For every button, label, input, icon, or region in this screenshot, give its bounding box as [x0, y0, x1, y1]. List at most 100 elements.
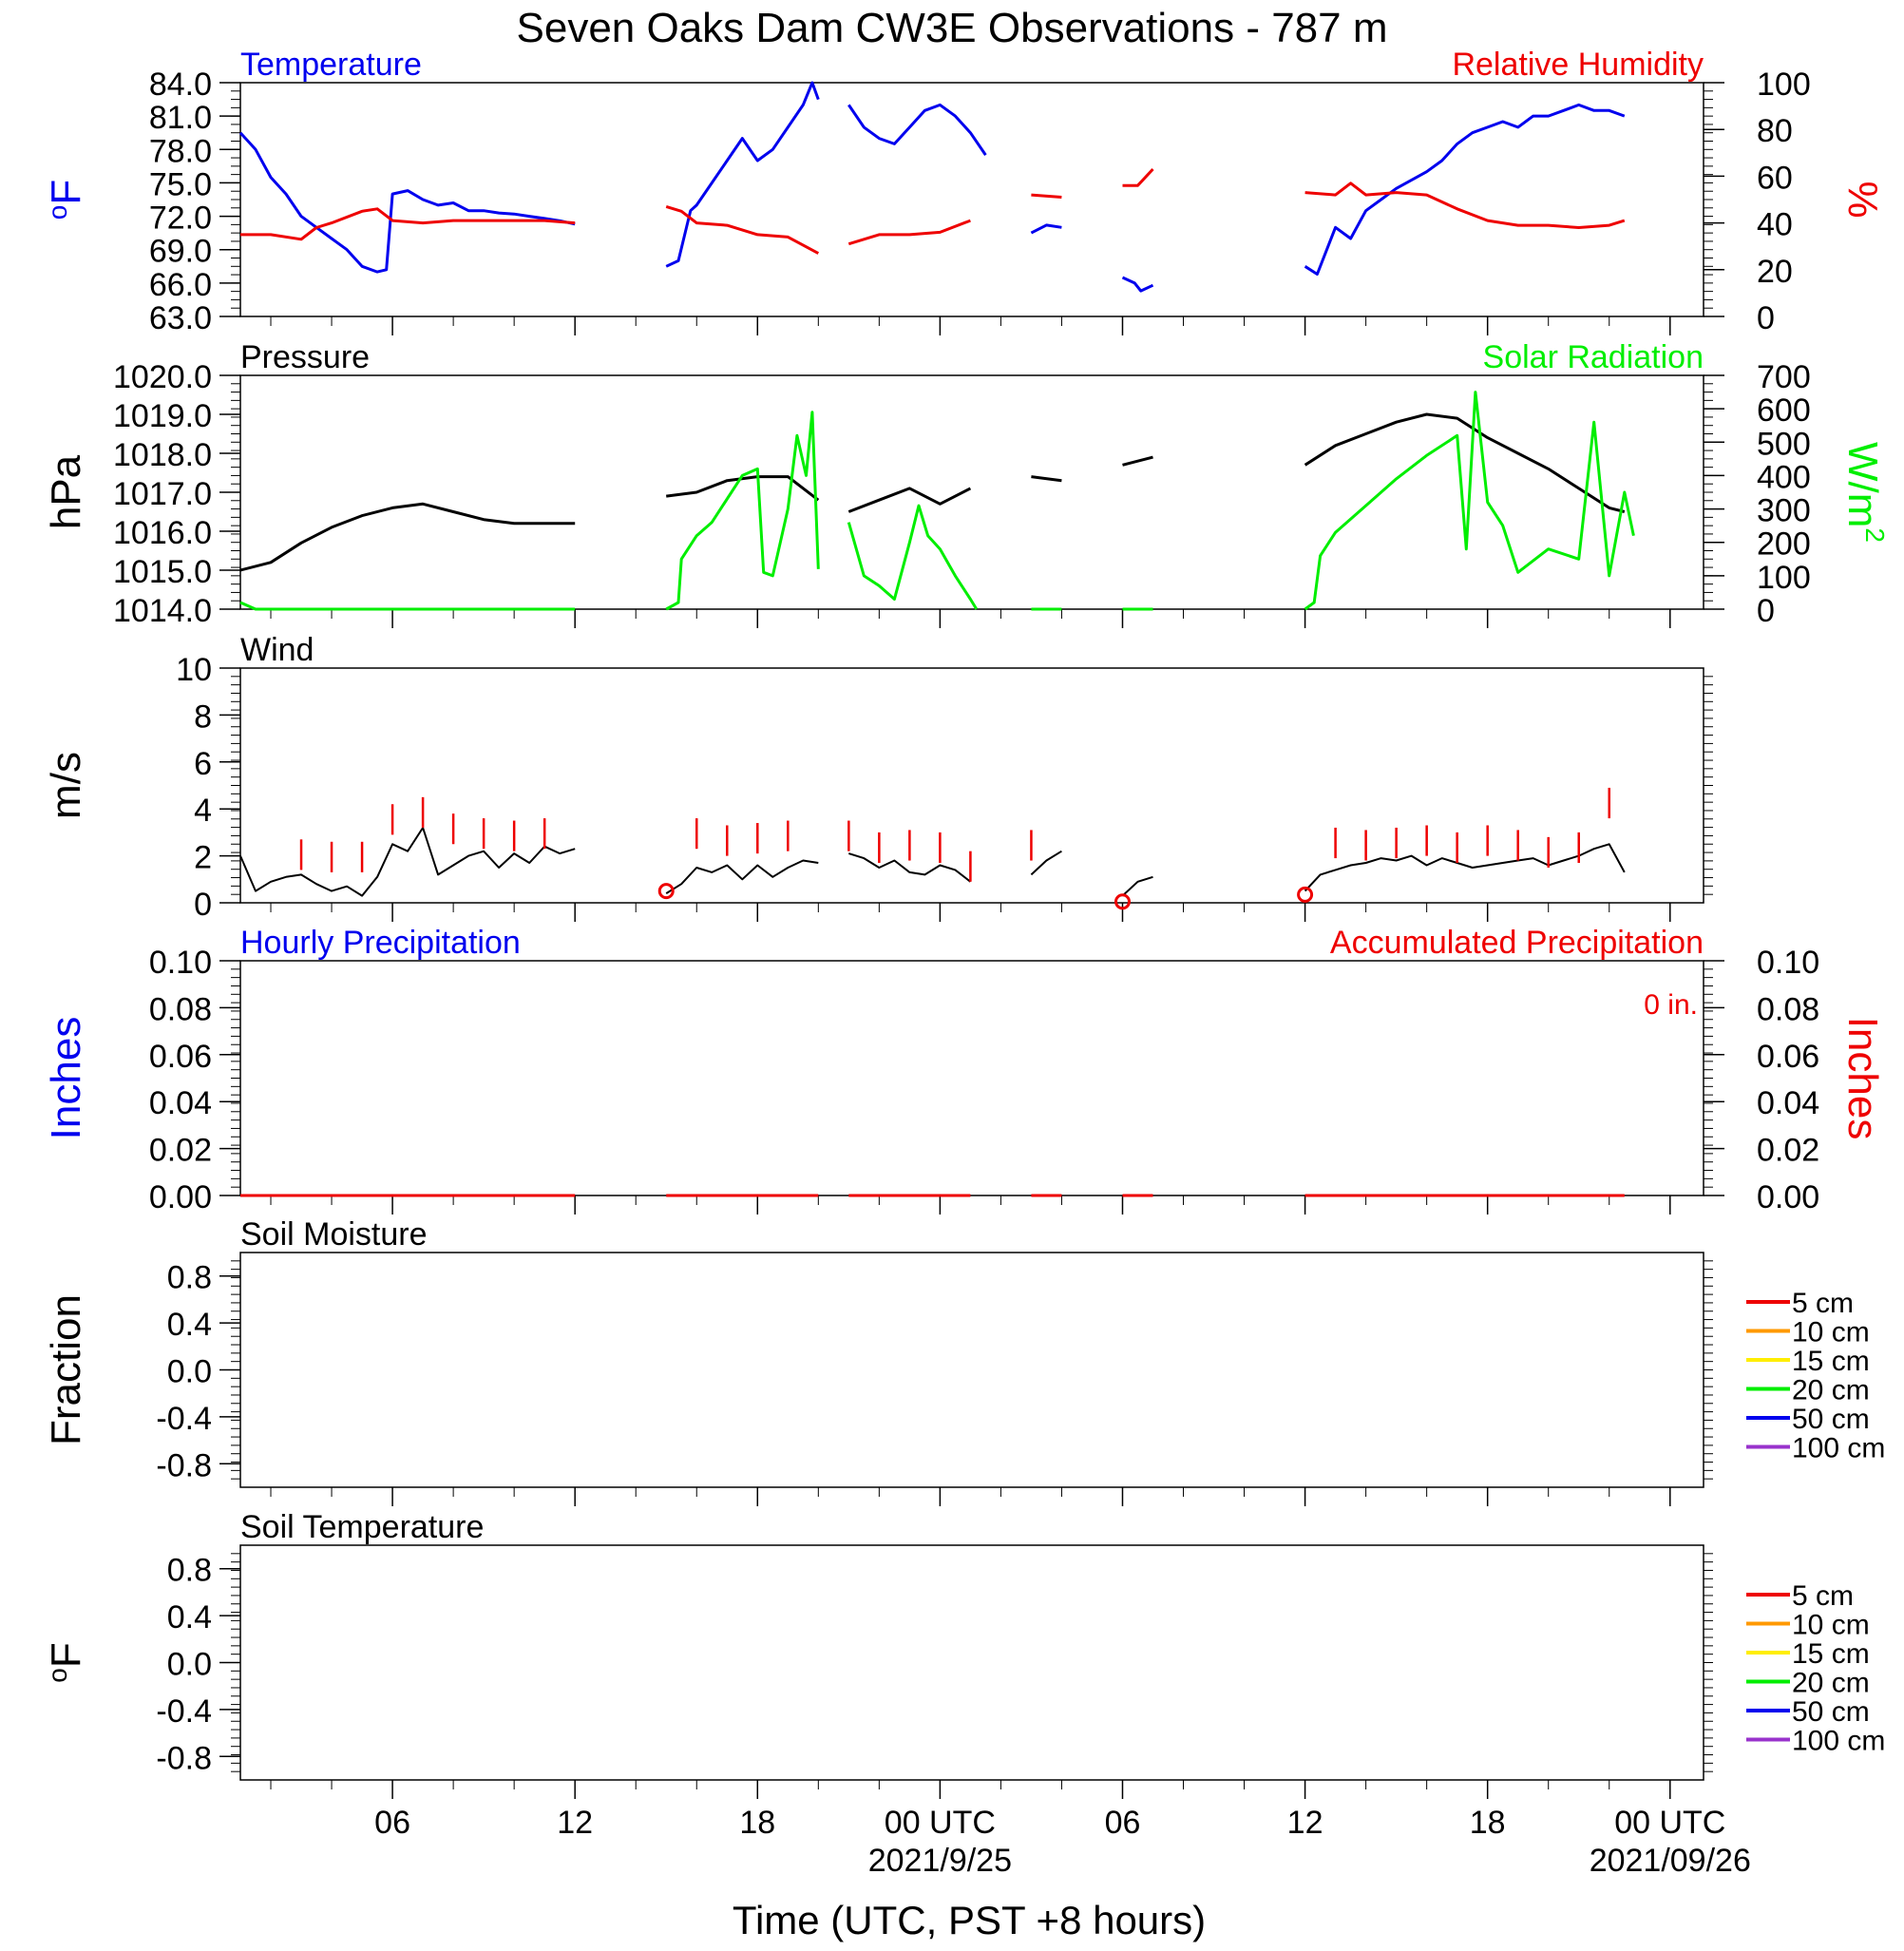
y-axis-label-left: m/s	[43, 752, 89, 819]
unit-letter: F	[43, 180, 89, 205]
series-line-pressure	[847, 487, 972, 513]
y-tick-label-left: 81.0	[149, 100, 212, 136]
series-line-wind	[1030, 850, 1062, 876]
series-line-pressure	[1304, 412, 1626, 513]
legend-label: 20 cm	[1792, 1668, 1870, 1699]
y-tick-label-right: 20	[1757, 254, 1793, 290]
series-line-solar	[847, 504, 979, 610]
y-tick-label-right: 100	[1757, 67, 1811, 103]
series-line-humidity	[1122, 167, 1154, 187]
y-tick-label-left: 4	[194, 793, 212, 829]
panel-title-left: Hourly Precipitation	[240, 925, 521, 961]
y-tick-label-right: 0	[1757, 593, 1775, 629]
series-line-humidity	[240, 207, 576, 241]
legend-label: 100 cm	[1792, 1433, 1885, 1464]
legend-label: 50 cm	[1792, 1696, 1870, 1728]
y-tick-label-left: 0.06	[149, 1039, 212, 1075]
y-tick-label-left: 8	[194, 698, 212, 735]
x-tick-label: 00 UTC	[1614, 1805, 1725, 1841]
y-tick-label-left: 0.00	[149, 1179, 212, 1215]
series-wind	[239, 827, 1626, 897]
y-tick-label-left: 75.0	[149, 166, 212, 202]
chart-title: Seven Oaks Dam CW3E Observations - 787 m	[517, 5, 1388, 51]
y-tick-label-right: 600	[1757, 392, 1811, 429]
y-axis-label-left: Inches	[43, 1017, 89, 1140]
panel-title-left: Pressure	[240, 339, 370, 375]
series-line-pressure	[239, 502, 576, 572]
series-line-wind	[1304, 843, 1626, 892]
series-line-pressure	[1031, 475, 1062, 483]
calm-marker	[1297, 886, 1314, 903]
x-tick-label: 12	[557, 1805, 593, 1841]
y-tick-label-right: 0.08	[1757, 991, 1819, 1027]
y-tick-label-left: 72.0	[149, 201, 212, 237]
y-tick-label-left: 1020.0	[113, 359, 212, 395]
y-tick-label-right: 0.00	[1757, 1179, 1819, 1215]
y-tick-label-left: 0.10	[149, 945, 212, 981]
unit-text: W/m	[1839, 442, 1886, 527]
y-axis-label-left: oF	[43, 180, 89, 220]
series-line-temperature	[665, 81, 820, 268]
y-tick-label-right: 0.02	[1757, 1133, 1819, 1169]
y-tick-label-left: 1017.0	[113, 476, 212, 512]
degree-sign: o	[43, 205, 72, 220]
x-tick-label: 06	[374, 1805, 410, 1841]
legend-label: 50 cm	[1792, 1404, 1870, 1435]
y-tick-label-left: -0.8	[156, 1447, 212, 1483]
x-tick-label: 06	[1105, 1805, 1141, 1841]
y-tick-label-left: 84.0	[149, 67, 212, 103]
legend-label: 10 cm	[1792, 1610, 1870, 1641]
series-pressure	[239, 412, 1626, 572]
y-tick-label-left: 69.0	[149, 234, 212, 270]
series-line-solar	[239, 601, 576, 611]
y-tick-label-left: 0.0	[167, 1354, 212, 1390]
legend-label: 5 cm	[1792, 1580, 1854, 1612]
plot-frame	[239, 667, 1704, 904]
y-axis-label-left: hPa	[43, 454, 89, 529]
series-line-wind	[239, 827, 576, 897]
x-axis-label: Time (UTC, PST +8 hours)	[733, 1898, 1206, 1942]
panel-title-left: Soil Moisture	[240, 1216, 428, 1253]
unit-superscript: 2	[1860, 527, 1890, 543]
panel-title-left: Temperature	[240, 47, 422, 83]
y-tick-label-right: 80	[1757, 113, 1793, 149]
y-tick-label-right: 500	[1757, 426, 1811, 462]
x-tick-label: 00 UTC	[885, 1805, 996, 1841]
y-tick-label-left: 0.4	[167, 1307, 212, 1343]
x-tick-label: 18	[739, 1805, 775, 1841]
y-tick-label-left: 6	[194, 746, 212, 782]
y-axis-label-right: Inches	[1839, 1017, 1886, 1140]
legend-label: 100 cm	[1792, 1726, 1885, 1757]
y-axis-label-right: W/m2	[1839, 442, 1890, 543]
y-tick-label-left: -0.8	[156, 1740, 212, 1776]
y-tick-label-left: 0.0	[167, 1647, 212, 1683]
series-line-pressure	[666, 475, 820, 502]
y-tick-label-left: 0.8	[167, 1553, 212, 1589]
y-tick-label-right: 700	[1757, 359, 1811, 395]
panel-title-right: Solar Radiation	[1483, 339, 1704, 375]
x-tick-label: 18	[1470, 1805, 1506, 1841]
y-tick-label-right: 0.06	[1757, 1039, 1819, 1075]
legend-label: 20 cm	[1792, 1375, 1870, 1406]
y-tick-label-left: 1016.0	[113, 515, 212, 551]
y-tick-label-left: 2	[194, 840, 212, 876]
legend-label: 15 cm	[1792, 1346, 1870, 1377]
y-axis-label-right: %	[1839, 181, 1886, 218]
y-tick-label-right: 0.04	[1757, 1085, 1819, 1121]
panel-title-right: Accumulated Precipitation	[1330, 925, 1704, 961]
panel-title-right: Relative Humidity	[1452, 47, 1704, 83]
unit-text: %	[1839, 181, 1886, 218]
series-line-solar	[1304, 391, 1635, 611]
y-tick-label-right: 0.10	[1757, 945, 1819, 981]
x-date-label: 2021/9/25	[868, 1843, 1012, 1879]
y-tick-label-right: 300	[1757, 493, 1811, 529]
y-tick-label-left: 66.0	[149, 267, 212, 303]
accumulated-total-label: 0 in.	[1644, 989, 1698, 1021]
y-tick-label-left: 0.04	[149, 1085, 212, 1121]
plot-frame	[239, 1252, 1704, 1488]
y-tick-label-right: 40	[1757, 207, 1793, 243]
